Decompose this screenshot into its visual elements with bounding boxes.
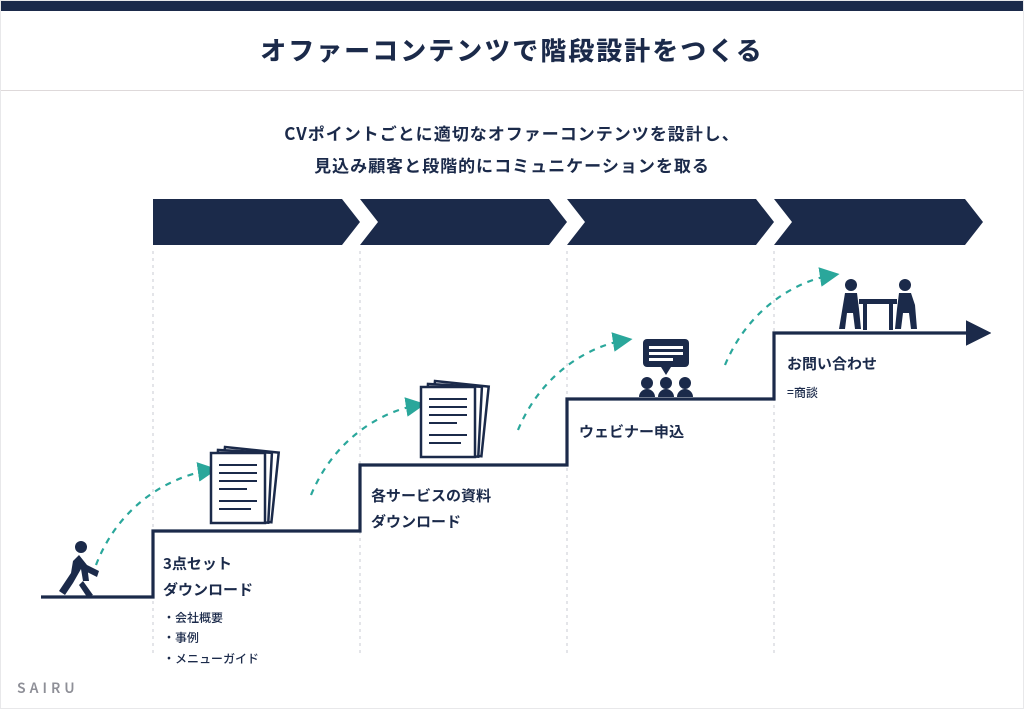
step-2-title: 各サービスの資料 ダウンロード <box>371 483 491 534</box>
slide-frame: オファーコンテンツで階段設計をつくる CVポイントごとに適切なオファーコンテンツ… <box>0 0 1024 709</box>
chevron-stage-2: 理解 <box>360 199 567 245</box>
chevron-shape <box>153 199 360 245</box>
chevron-shape <box>774 199 983 245</box>
stage-chevrons: 認知 理解 検討 商談 <box>153 199 983 245</box>
slide-title: オファーコンテンツで階段設計をつくる <box>1 31 1023 68</box>
step-1-title: 3点セット ダウンロード <box>163 551 259 602</box>
subtitle-line-1: CVポイントごとに適切なオファーコンテンツを設計し、 <box>1 117 1023 149</box>
chevron-stage-4: 商談 <box>774 199 983 245</box>
webinar-icon <box>639 339 693 397</box>
step-3-label: ウェビナー申込 <box>579 419 684 445</box>
hop-arrow-3 <box>518 340 626 430</box>
meeting-icon <box>839 279 917 330</box>
chevron-stage-1: 認知 <box>153 199 360 245</box>
step-3-title: ウェビナー申込 <box>579 419 684 445</box>
step-4-label: お問い合わせ =商談 <box>787 351 877 403</box>
step-4-title: お問い合わせ <box>787 351 877 377</box>
documents-icon <box>421 381 489 457</box>
person-walking-icon <box>59 541 99 597</box>
step-1-bullets: ・会社概要 ・事例 ・メニューガイド <box>163 608 259 669</box>
step-4-sub: =商談 <box>787 383 877 403</box>
subtitle-line-2: 見込み顧客と段階的にコミュニケーションを取る <box>1 149 1023 181</box>
hop-arrow-2 <box>311 405 419 495</box>
top-accent-bar <box>1 1 1023 11</box>
slide-subtitle: CVポイントごとに適切なオファーコンテンツを設計し、 見込み顧客と段階的にコミュ… <box>1 117 1023 182</box>
chevron-stage-3: 検討 <box>567 199 774 245</box>
brand-mark: SAIRU <box>17 678 79 698</box>
title-divider <box>1 90 1023 91</box>
chevron-shape <box>360 199 567 245</box>
documents-icon <box>211 447 279 523</box>
step-1-label: 3点セット ダウンロード ・会社概要 ・事例 ・メニューガイド <box>163 551 259 669</box>
step-2-label: 各サービスの資料 ダウンロード <box>371 483 491 534</box>
chevron-shape <box>567 199 774 245</box>
